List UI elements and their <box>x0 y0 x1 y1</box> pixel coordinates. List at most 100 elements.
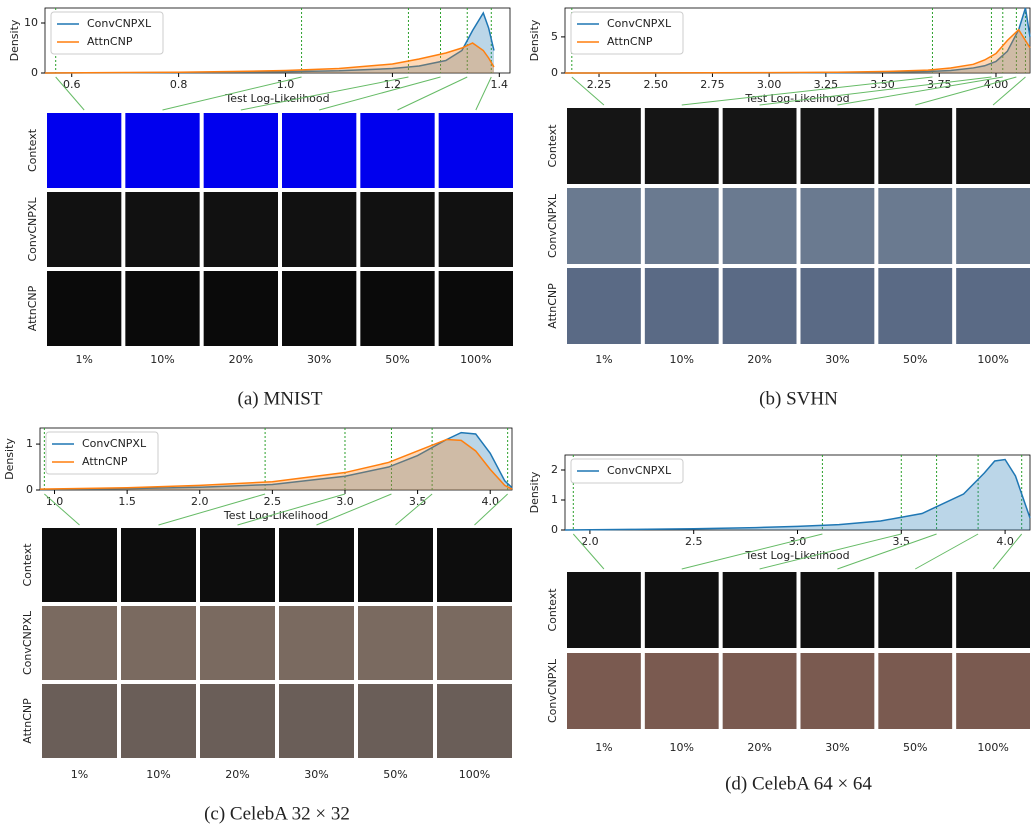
image-tile <box>125 192 200 267</box>
image-tile <box>644 268 719 344</box>
y-tick-label: 0 <box>551 66 558 79</box>
column-label: 10% <box>670 353 694 366</box>
image-tile <box>722 188 797 264</box>
density-line <box>39 431 513 491</box>
density-area <box>40 439 512 490</box>
image-tile <box>358 684 433 758</box>
image-tile <box>878 268 953 344</box>
image-tile <box>358 606 433 680</box>
image-tile <box>360 271 435 346</box>
image-tile <box>800 188 875 264</box>
image-tile <box>42 684 117 758</box>
image-tile <box>567 653 641 729</box>
x-tick-label: 3.75 <box>927 78 952 91</box>
x-axis-label: Test Log-Likelihood <box>744 92 849 105</box>
quantile-arrow <box>915 533 979 570</box>
x-tick-label: 2.5 <box>685 535 703 548</box>
image-tile <box>360 113 435 188</box>
column-label: 20% <box>747 353 771 366</box>
image-tile <box>878 572 953 648</box>
image-tile <box>203 113 278 188</box>
row-label: ConvCNPXL <box>546 658 559 723</box>
quantile-arrow <box>474 493 508 526</box>
image-tile <box>125 113 200 188</box>
image-tile <box>800 108 875 184</box>
x-tick-label: 3.0 <box>336 495 354 508</box>
density-line <box>39 438 513 490</box>
plot-frame <box>39 427 513 491</box>
image-tile <box>282 192 357 267</box>
quantile-arrow <box>55 76 85 111</box>
caption: (a) MNIST <box>238 388 323 409</box>
y-axis-label: Density <box>3 438 16 480</box>
image-tile <box>644 653 719 729</box>
image-tile <box>722 108 797 184</box>
image-tile <box>203 192 278 267</box>
density-area <box>565 29 1030 74</box>
x-tick-label: 1.4 <box>491 78 509 91</box>
y-axis-label: Density <box>528 471 541 513</box>
row-label: ConvCNPXL <box>21 610 34 675</box>
image-tile <box>800 653 875 729</box>
column-label: 20% <box>225 768 249 781</box>
x-tick-label: 0.8 <box>170 78 188 91</box>
image-tile <box>567 572 641 648</box>
image-tile <box>282 271 357 346</box>
column-label: 30% <box>307 353 331 366</box>
legend-box <box>50 11 164 55</box>
y-tick-label: 1 <box>26 437 33 450</box>
x-tick-label: 2.0 <box>191 495 209 508</box>
density-area <box>40 432 512 490</box>
caption: (c) CelebA 32 × 32 <box>204 803 350 824</box>
image-tile <box>567 188 641 264</box>
y-tick-label: 0 <box>26 483 33 496</box>
x-tick-label: 4.0 <box>481 495 499 508</box>
image-tile <box>722 268 797 344</box>
x-tick-label: 4.0 <box>996 535 1014 548</box>
x-axis-label: Test Log-Likelihood <box>224 92 329 105</box>
image-tile <box>878 188 953 264</box>
row-label: Context <box>546 588 559 632</box>
column-label: 30% <box>304 768 328 781</box>
column-label: 20% <box>747 741 771 754</box>
image-tile <box>567 108 641 184</box>
legend-label: ConvCNPXL <box>607 17 672 30</box>
x-tick-label: 1.5 <box>118 495 136 508</box>
image-tile <box>644 108 719 184</box>
image-tile <box>200 606 275 680</box>
y-tick-label: 2 <box>551 463 558 476</box>
x-tick-label: 2.0 <box>581 535 599 548</box>
quantile-arrow <box>992 76 1026 106</box>
density-line <box>564 458 1031 531</box>
image-tile <box>203 271 278 346</box>
image-tile <box>121 684 196 758</box>
row-label: AttnCNP <box>546 283 559 329</box>
image-tile <box>878 653 953 729</box>
column-label: 1% <box>71 768 88 781</box>
legend-box <box>570 11 684 55</box>
plot-frame <box>44 7 511 74</box>
x-tick-label: 3.0 <box>789 535 807 548</box>
quantile-arrow <box>837 533 937 570</box>
image-tile <box>567 268 641 344</box>
column-label: 1% <box>75 353 92 366</box>
row-label: Context <box>26 128 39 172</box>
x-tick-label: 2.25 <box>587 78 612 91</box>
image-tile <box>722 572 797 648</box>
column-label: 50% <box>903 353 927 366</box>
column-label: 1% <box>595 353 612 366</box>
image-tile <box>121 606 196 680</box>
column-label: 1% <box>595 741 612 754</box>
image-tile <box>360 192 435 267</box>
column-label: 30% <box>825 741 849 754</box>
quantile-arrow <box>319 76 441 111</box>
x-axis-label: Test Log-Likelihood <box>223 509 328 522</box>
image-tile <box>438 113 513 188</box>
density-line <box>564 28 1031 74</box>
x-tick-label: 1.0 <box>277 78 295 91</box>
image-tile <box>800 572 875 648</box>
quantile-arrow <box>992 533 1023 570</box>
quantile-arrow <box>240 76 409 111</box>
quantile-arrow <box>397 76 468 111</box>
image-tile <box>279 528 354 602</box>
